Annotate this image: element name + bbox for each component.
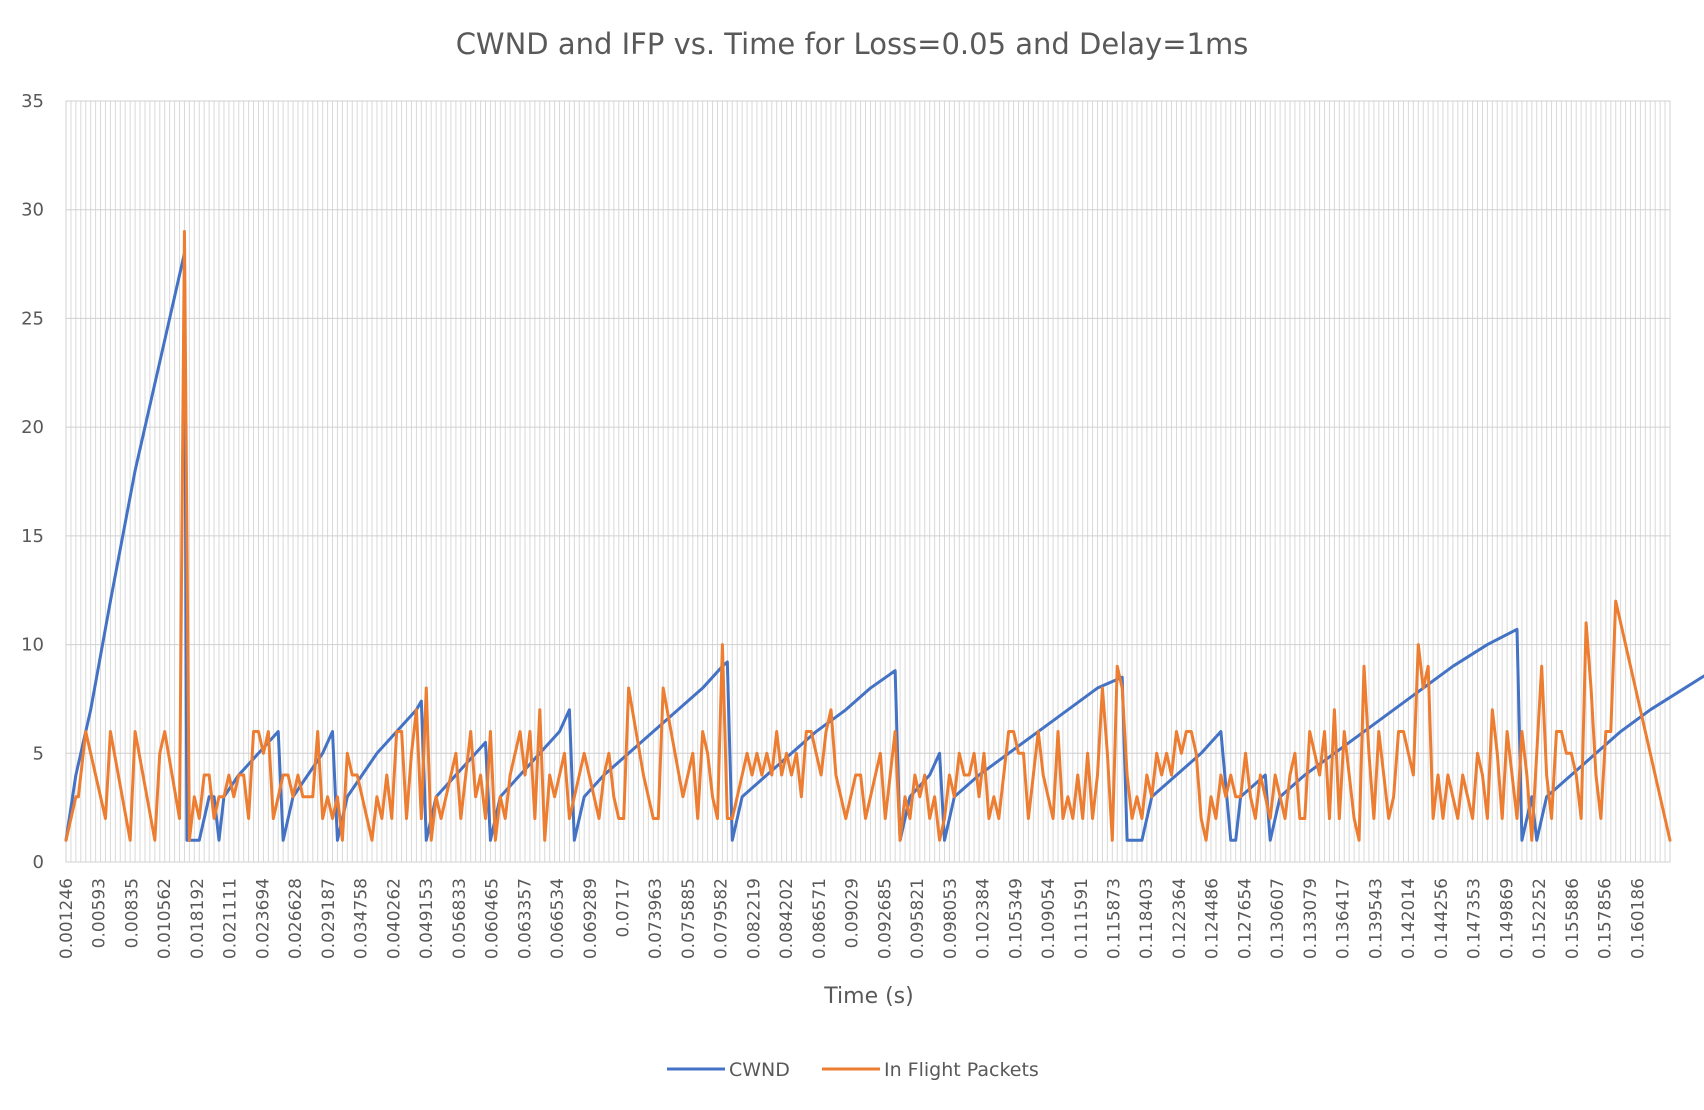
x-tick-label: 0.124486 (1203, 878, 1223, 959)
x-tick-label: 0.149869 (1497, 878, 1517, 959)
x-tick-label: 0.111591 (1072, 878, 1092, 959)
x-tick-label: 0.056833 (450, 878, 470, 959)
plot-border (65, 100, 1671, 863)
x-tick-label: 0.118403 (1137, 878, 1157, 959)
x-tick-label: 0.040262 (384, 878, 404, 959)
x-tick-label: 0.026628 (286, 878, 306, 959)
x-tick-label: 0.066534 (548, 878, 568, 959)
x-tick-label: 0.122364 (1170, 878, 1190, 959)
legend: CWND In Flight Packets (667, 1059, 1039, 1081)
x-tick-label: 0.105349 (1006, 878, 1026, 959)
x-tick-label: 0.102384 (974, 878, 994, 959)
x-tick-label: 0.136417 (1334, 878, 1354, 959)
chart-title: CWND and IFP vs. Time for Loss=0.05 and … (456, 27, 1249, 61)
x-tick-label: 0.144256 (1432, 878, 1452, 959)
x-tick-label: 0.142014 (1399, 878, 1419, 959)
legend-label-cwnd: CWND (729, 1059, 790, 1081)
series-line-in-flight-packets (64, 229, 1672, 842)
x-tick-label: 0.063357 (515, 878, 535, 959)
x-tick-label: 0.0717 (613, 878, 633, 937)
x-tick-label: 0.069289 (581, 878, 601, 959)
series-layer (64, 229, 1704, 842)
x-tick-label: 0.082219 (744, 878, 764, 959)
x-tick-label: 0.139543 (1366, 878, 1386, 959)
y-tick-label: 25 (21, 308, 44, 329)
x-tick-label: 0.018192 (188, 878, 208, 959)
legend-label-in-flight-packets: In Flight Packets (884, 1059, 1039, 1081)
x-tick-label: 0.010562 (155, 878, 175, 959)
y-tick-label: 20 (21, 417, 44, 438)
x-tick-label: 0.060465 (483, 878, 503, 959)
x-axis-label: Time (s) (823, 984, 913, 1009)
x-tick-label: 0.029187 (319, 878, 339, 959)
x-tick-label: 0.021111 (221, 878, 241, 959)
x-tick-label: 0.00593 (90, 878, 110, 948)
x-tick-label: 0.160186 (1628, 878, 1648, 959)
x-tick-label: 0.084202 (777, 878, 797, 959)
y-tick-label: 30 (21, 200, 44, 221)
x-tick-label: 0.049153 (417, 878, 437, 959)
x-tick-label: 0.133079 (1301, 878, 1321, 959)
x-tick-label: 0.130607 (1268, 878, 1288, 959)
grid-layer (65, 100, 1671, 863)
y-tick-label: 5 (33, 743, 44, 764)
x-tick-label: 0.09029 (843, 878, 863, 948)
x-tick-label: 0.092685 (875, 878, 895, 959)
x-tick-label: 0.023694 (253, 878, 273, 959)
y-tick-label: 15 (21, 526, 44, 547)
x-tick-label: 0.155886 (1563, 878, 1583, 959)
x-tick-label: 0.079582 (712, 878, 732, 959)
x-tick-label: 0.109054 (1039, 878, 1059, 959)
x-tick-label: 0.098053 (941, 878, 961, 959)
x-tick-label: 0.075885 (679, 878, 699, 959)
x-tick-label: 0.073963 (646, 878, 666, 959)
x-tick-label: 0.095821 (908, 878, 928, 959)
y-tick-label: 35 (21, 91, 44, 112)
x-tick-label: 0.115873 (1105, 878, 1125, 959)
y-tick-label: 10 (21, 635, 44, 656)
x-tick-label: 0.127654 (1235, 878, 1255, 959)
x-tick-label: 0.034758 (352, 878, 372, 959)
x-tick-label: 0.157856 (1596, 878, 1616, 959)
x-tick-label: 0.086571 (810, 878, 830, 959)
axis-layer: 0 5 10 15 20 25 30 35 0.001246 0.00593 0.00835 0.01… (21, 91, 1648, 959)
x-tick-label: 0.001246 (57, 878, 77, 959)
x-tick-label: 0.152252 (1530, 878, 1550, 959)
y-tick-label: 0 (33, 852, 44, 873)
x-tick-label: 0.147353 (1465, 878, 1485, 959)
x-tick-label: 0.00835 (122, 878, 142, 948)
